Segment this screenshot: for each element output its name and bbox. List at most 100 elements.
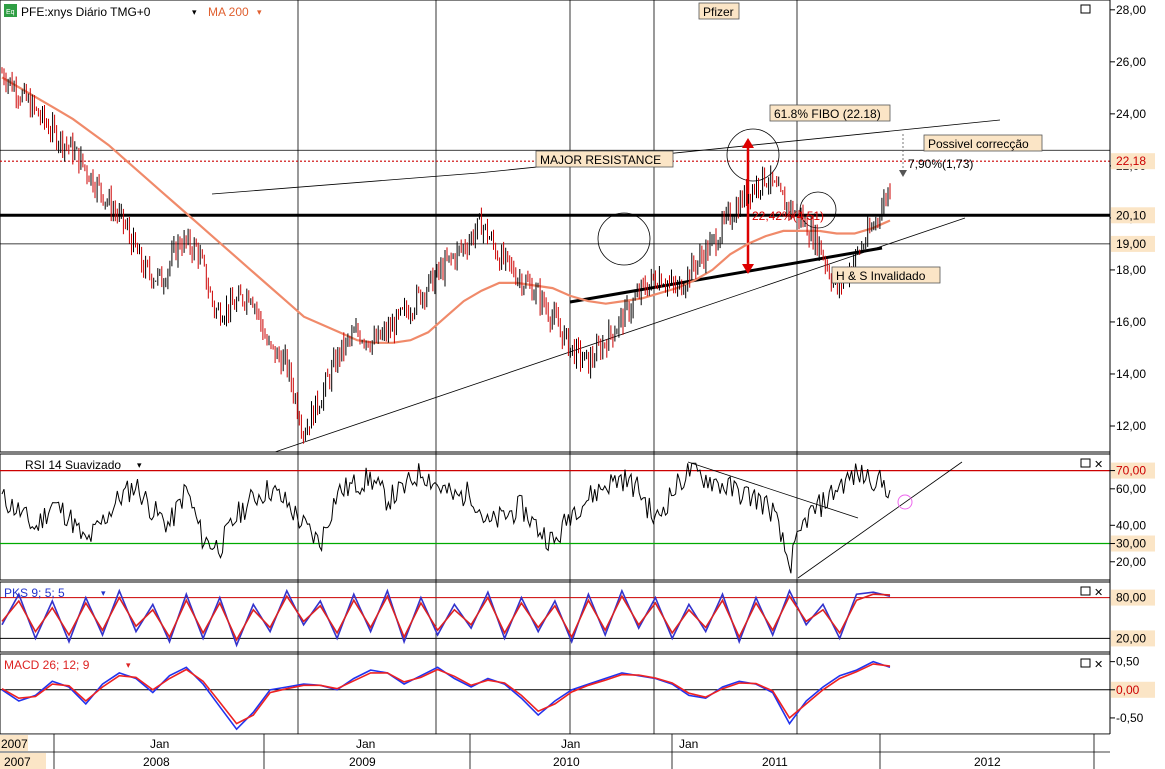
year-tick-1: 2008 [143,755,170,769]
symbol-dropdown-icon[interactable]: ▾ [192,7,197,17]
price-series [1,67,891,444]
svg-text:Eq: Eq [6,9,15,16]
macd-title[interactable]: MACD 26; 12; 9 [4,658,90,672]
stoch-panel [0,581,1111,653]
rsi-level-label-bg [1111,462,1155,479]
neckline [569,246,883,304]
right-axis: 28,0026,0024,0022,0020,0018,0016,0014,00… [1109,0,1155,734]
price-tick-label: 28,00 [1116,3,1146,17]
stoch-level-label-bg [1111,589,1155,606]
rsi-dropdown-icon[interactable]: ▾ [137,460,142,470]
symbol-header[interactable]: Eq PFE:xnys Diário TMG+0 ▾ MA 200 ▾ [4,4,262,19]
fibo-label: 61.8% FIBO (22.18) [769,104,891,122]
svg-text:MAJOR RESISTANCE: MAJOR RESISTANCE [540,153,661,167]
hs-label: H & S Invalidado [831,266,941,284]
ma-dropdown-icon[interactable]: ▾ [257,7,262,17]
eq-chart-icon [4,4,17,17]
start-year-bg [0,753,46,769]
macd-signal-path [1,663,891,725]
month-tick-4: Jan [679,737,698,751]
rsi-level-label-bg [1111,535,1155,552]
rsi-tick-label: 20,00 [1116,555,1146,569]
rsi-close-icon[interactable]: ✕ [1094,459,1103,471]
price-level-label-bg [1111,153,1155,170]
macd-tick-label: 0,00 [1116,683,1140,697]
price-level-label: 19,00 [1116,237,1146,251]
stoch-tick-label: 80,00 [1116,591,1146,605]
month-tick-2: Jan [356,737,375,751]
left-shoulder-circle [597,212,651,266]
correction-arrow-head [899,170,907,177]
head-circle [726,128,780,182]
rsi-up-trend [797,461,963,579]
macd-tick-label: 0,50 [1116,655,1140,669]
year-tick-5: 2012 [974,755,1001,769]
stoch-maximize-icon[interactable] [1080,586,1091,596]
rsi-target-circle [897,494,913,510]
price-tick-label: 16,00 [1116,315,1146,329]
rsi-path [1,462,891,574]
lower-long-trend-line [274,217,966,453]
macd-tick-label: -0,50 [1116,711,1144,725]
month-tick-1: Jan [150,737,169,751]
stoch-close-icon[interactable]: ✕ [1094,587,1103,599]
year-tick-0: 2007 [4,755,31,769]
rise-arrow-head-top [742,138,754,148]
stoch-tick-label: 20,00 [1116,631,1146,645]
rsi-line [1,462,891,574]
price-level-label: 22,18 [1116,154,1146,168]
rsi-title[interactable]: RSI 14 Suavizado [25,458,121,472]
ma200-line [1,76,891,344]
macd-zero-label-bg [1111,681,1155,698]
price-level-label-bg [1111,207,1155,224]
rsi-panel [0,453,1111,581]
price-tick-label: 12,00 [1116,419,1146,433]
price-panel [0,0,1111,453]
price-tick-label: 24,00 [1116,107,1146,121]
upper-trend-line-1 [211,172,479,195]
symbol-label[interactable]: PFE:xnys Diário TMG+0 [21,5,151,19]
year-tick-3: 2010 [553,755,580,769]
price-tick-label: 14,00 [1116,367,1146,381]
stoch-dropdown-icon[interactable]: ▾ [101,588,106,598]
macd-maximize-icon[interactable] [1080,658,1091,668]
ma200-path [1,76,891,344]
stoch-title[interactable]: PKS 9; 5; 5 [4,586,65,600]
pct-down-label: 7,90%(1,73) [908,157,973,171]
year-tick-4: 2011 [762,755,788,769]
svg-text:H & S Invalidado: H & S Invalidado [836,269,926,283]
macd-lines [1,660,891,731]
svg-text:Possivel correcção: Possivel correcção [928,137,1029,151]
macd-dropdown-icon[interactable]: ▾ [126,660,131,670]
pct-up-label: 22,42%(4,51) [752,209,824,223]
svg-text:61.8% FIBO (22.18): 61.8% FIBO (22.18) [774,107,881,121]
svg-text:Pfizer: Pfizer [703,5,734,19]
month-tick-3: Jan [561,737,580,751]
price-tick-label: 26,00 [1116,55,1146,69]
macd-close-icon[interactable]: ✕ [1094,659,1103,671]
macd-panel [0,653,1111,735]
major-resistance-label: MAJOR RESISTANCE [535,150,674,168]
month-tick-0: 2007 [1,737,28,751]
stoch-lines [1,588,891,648]
rsi-maximize-icon[interactable] [1080,458,1091,468]
price-level-label-bg [1111,235,1155,252]
rsi-tick-label: 30,00 [1116,537,1146,551]
stoch-level-label-bg [1111,630,1155,647]
rsi-tick-label: 60,00 [1116,482,1146,496]
possivel-label: Possivel correcção [923,134,1043,152]
rsi-tick-label: 40,00 [1116,518,1146,532]
ma-label[interactable]: MA 200 [208,5,249,19]
year-tick-2: 2009 [349,755,376,769]
start-label-bg [0,735,28,751]
rsi-tick-label: 70,00 [1116,464,1146,478]
stoch-D-path [1,593,891,642]
price-maximize-icon[interactable] [1080,4,1091,14]
price-tick-label: 18,00 [1116,263,1146,277]
rsi-down-trend [687,461,859,519]
title-box: Pfizer [698,2,740,20]
time-axis: 2007 Jan Jan Jan Jan 2007 2008 2009 2010… [0,733,1165,769]
rise-arrow-head-bottom [742,264,754,274]
price-level-label: 20,10 [1116,208,1146,222]
